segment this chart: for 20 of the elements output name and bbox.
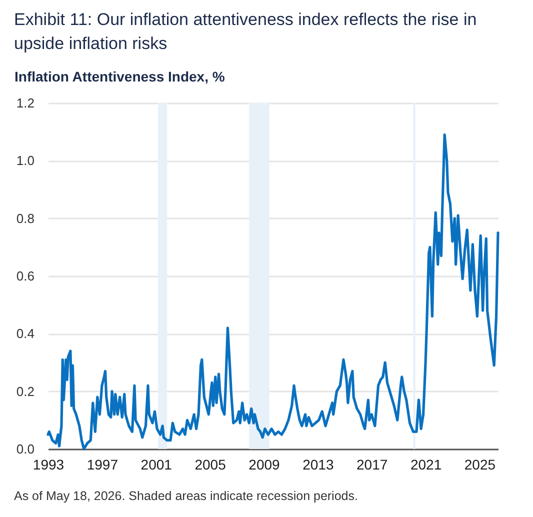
y-tick-label: 0.6: [16, 268, 34, 284]
x-tick-label: 2005: [194, 456, 226, 472]
y-axis-title: Inflation Attentiveness Index, %: [14, 68, 226, 84]
y-tick-label: 0.4: [16, 326, 34, 342]
y-tick-label: 1.2: [16, 96, 34, 110]
x-tick-label: 1993: [32, 456, 64, 472]
y-tick-label: 0.8: [16, 210, 34, 226]
x-tick-label: 2013: [302, 456, 334, 472]
x-tick-label: 2025: [464, 456, 496, 472]
x-tick-label: 2021: [410, 456, 442, 472]
y-tick-label: 0.2: [16, 384, 34, 399]
x-tick-label: 2001: [140, 456, 172, 472]
y-tick-label: 0.0: [16, 442, 34, 456]
y-tick-label: 1.0: [16, 153, 34, 168]
text: As of May 18, 2026. Shaded areas indicate recession periods.: [14, 489, 359, 504]
x-tick-label: 2009: [248, 456, 280, 472]
line-series: [46, 133, 500, 450]
x-tick-label: 2017: [356, 456, 388, 472]
x-tick-label: 1997: [86, 456, 118, 472]
chart-title: Exhibit 11: Our inflation attentiveness index reflects the rise in upside inflation risks: [14, 9, 478, 55]
